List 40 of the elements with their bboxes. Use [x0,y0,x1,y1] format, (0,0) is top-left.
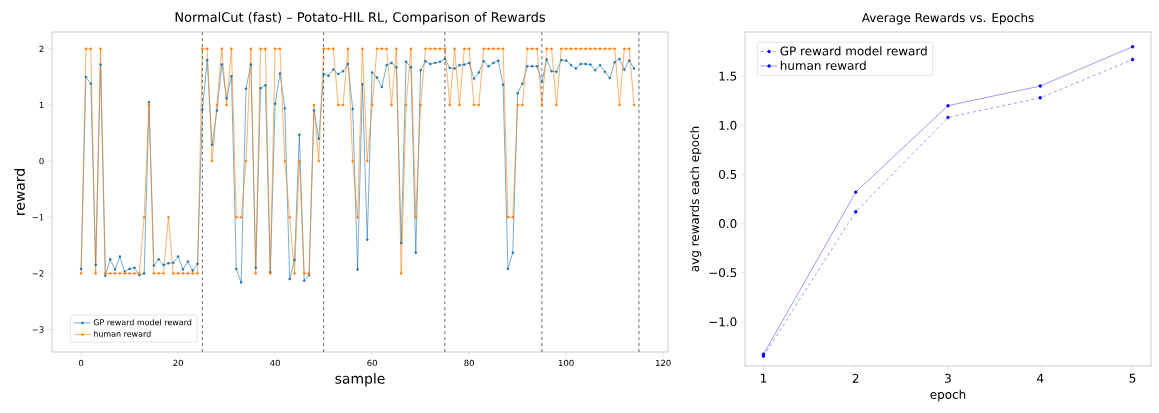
y-tick-label: 0.5 [719,169,737,179]
x-tick-label: 60 [367,359,377,367]
x-axis-title: sample [335,373,385,387]
y-tick-label: 0.0 [719,219,737,229]
y-tick-label: 2 [39,45,44,52]
point [1038,96,1042,100]
x-tick-label: 120 [656,359,671,367]
point [1130,45,1135,49]
y-axis-title: avg rewards each epoch [689,126,702,272]
point [946,103,950,108]
y-tick-label: 1.5 [719,71,737,81]
y-axis-title: reward [14,169,25,215]
legend-label: GP reward model reward [780,46,927,56]
point [854,190,858,194]
x-axis-title: epoch [930,389,966,402]
point [946,115,950,120]
x-tick-label: 2 [852,373,859,383]
point [1038,84,1042,88]
x-tick-label: 3 [945,373,951,383]
x-tick-label: 5 [1129,373,1136,383]
x-tick-label: 100 [559,359,574,367]
legend-label: human reward [780,60,866,71]
x-tick-label: 1 [760,373,767,383]
chart-title: Average Rewards vs. Epochs [861,12,1034,25]
y-tick-label: −1 [32,214,44,221]
y-tick-label: 1.0 [719,120,737,130]
point [854,210,858,214]
x-tick-label: 4 [1037,373,1044,383]
y-tick-label: −2 [32,270,44,277]
y-tick-label: 1 [39,101,44,109]
y-tick-label: −1.0 [709,317,737,327]
x-tick-label: 0 [78,359,84,367]
x-tick-label: 80 [464,359,474,367]
y-tick-label: −0.5 [709,268,737,278]
y-tick-label: 0 [39,157,44,165]
x-tick-label: 20 [173,359,183,367]
chart-title: NormalCut (fast) – Potato-HIL RL, Comparison of Rewards [175,11,545,25]
x-tick-label: 40 [270,359,280,367]
point [1130,57,1135,62]
y-tick-label: −3 [32,326,44,333]
